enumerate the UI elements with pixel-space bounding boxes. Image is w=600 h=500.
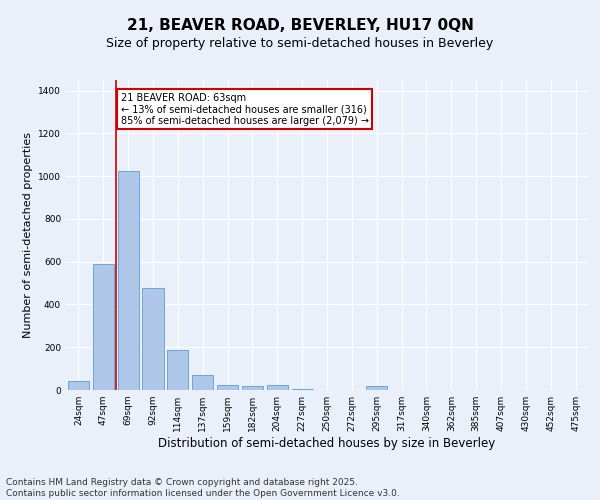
Text: 21, BEAVER ROAD, BEVERLEY, HU17 0QN: 21, BEAVER ROAD, BEVERLEY, HU17 0QN [127,18,473,32]
Text: 21 BEAVER ROAD: 63sqm
← 13% of semi-detached houses are smaller (316)
85% of sem: 21 BEAVER ROAD: 63sqm ← 13% of semi-deta… [121,93,368,126]
Bar [142,288,164,390]
Text: Size of property relative to semi-detached houses in Beverley: Size of property relative to semi-detach… [106,38,494,51]
Bar [93,264,114,390]
Bar [267,384,288,390]
X-axis label: Distribution of semi-detached houses by size in Beverley: Distribution of semi-detached houses by … [158,437,496,450]
Bar [217,384,238,390]
Bar [292,389,313,390]
Bar [192,375,213,390]
Bar [242,386,263,390]
Y-axis label: Number of semi-detached properties: Number of semi-detached properties [23,132,32,338]
Bar [366,386,387,390]
Bar [68,382,89,390]
Text: Contains HM Land Registry data © Crown copyright and database right 2025.
Contai: Contains HM Land Registry data © Crown c… [6,478,400,498]
Bar [167,350,188,390]
Bar [118,171,139,390]
